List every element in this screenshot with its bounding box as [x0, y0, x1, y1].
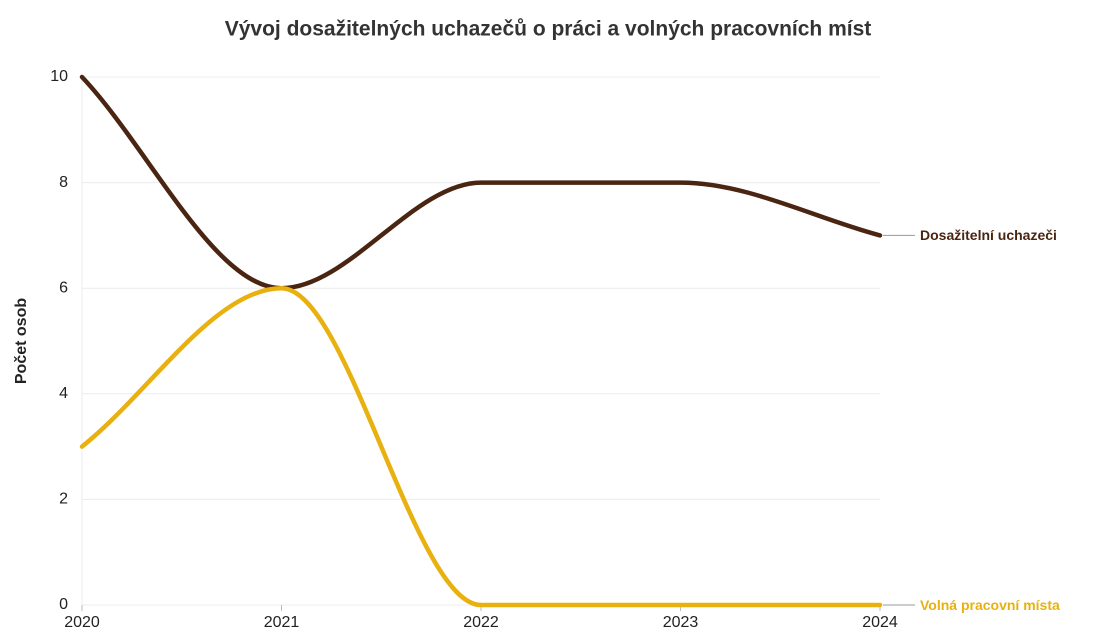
y-tick-label: 4: [59, 385, 68, 402]
x-tick-label: 2020: [64, 614, 100, 631]
series-label: Dosažitelní uchazeči: [920, 226, 1057, 243]
series-label: Volná pracovní místa: [920, 596, 1060, 613]
x-tick-label: 2022: [463, 614, 499, 631]
y-tick-label: 6: [59, 279, 68, 296]
line-series: [79, 285, 883, 608]
x-tick-label: 2023: [663, 614, 699, 631]
y-tick-label: 0: [59, 596, 68, 613]
chart-title: Vývoj dosažitelných uchazečů o práci a v…: [225, 18, 872, 41]
y-tick-label: 8: [59, 174, 68, 191]
x-tick-label: 2021: [264, 614, 300, 631]
y-axis-label: Počet osob: [13, 298, 30, 384]
y-tick-label: 10: [50, 68, 68, 85]
y-tick-label: 2: [59, 491, 68, 508]
line-series: [79, 74, 883, 291]
x-tick-label: 2024: [862, 614, 898, 631]
